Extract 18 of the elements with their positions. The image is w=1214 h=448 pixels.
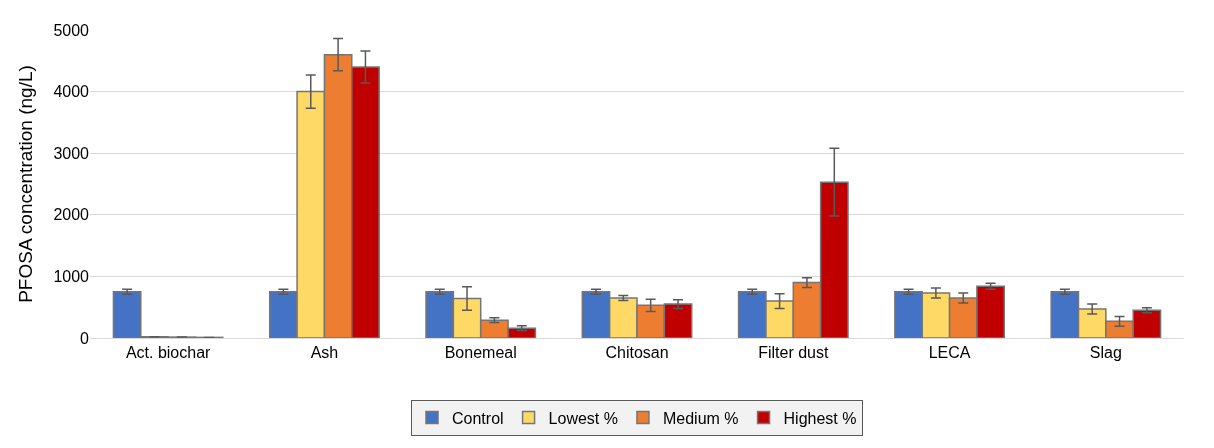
y-tick-label: 5000 [53,21,90,39]
x-tick-label: LECA [928,344,971,362]
legend-label: Control [452,409,504,427]
x-tick-label: Ash [310,344,339,362]
legend-label: Highest % [783,409,857,427]
x-tick-label: Act. biochar [125,344,212,362]
x-tick-label: Chitosan [605,344,669,362]
y-tick-label: 2000 [53,206,90,224]
legend-label: Lowest % [548,409,618,427]
y-tick-label: 3000 [53,144,90,162]
x-tick-label: Bonemeal [444,344,517,362]
y-axis-title: PFOSA concentration (ng/L) [15,65,37,303]
y-tick-label: 1000 [53,268,90,285]
x-tick-label: Filter dust [758,344,829,362]
y-tick-label: 4000 [53,83,90,101]
y-tick-label: 0 [80,329,90,347]
x-tick-label: Slag [1089,344,1122,362]
legend-label: Medium % [662,409,739,427]
